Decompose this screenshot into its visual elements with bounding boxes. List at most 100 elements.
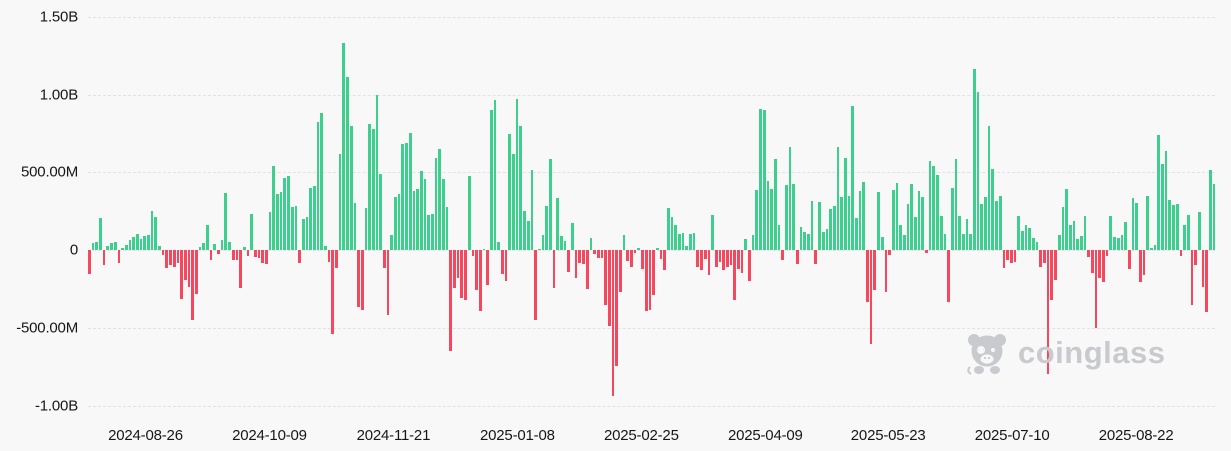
outflow-bar[interactable]	[644, 250, 648, 312]
outflow-bar[interactable]	[659, 250, 663, 259]
inflow-bar[interactable]	[276, 194, 279, 251]
outflow-bar[interactable]	[707, 250, 711, 276]
inflow-bar[interactable]	[309, 188, 312, 251]
inflow-bar[interactable]	[515, 99, 519, 251]
inflow-bar[interactable]	[685, 245, 689, 251]
outflow-bar[interactable]	[796, 250, 799, 265]
outflow-bar[interactable]	[217, 250, 220, 255]
inflow-bar[interactable]	[467, 175, 471, 251]
outflow-bar[interactable]	[1087, 250, 1090, 258]
inflow-bar[interactable]	[961, 233, 965, 251]
outflow-bar[interactable]	[1098, 250, 1102, 279]
inflow-bar[interactable]	[969, 233, 972, 251]
inflow-bar[interactable]	[825, 228, 829, 251]
inflow-bar[interactable]	[1209, 169, 1212, 251]
outflow-bar[interactable]	[737, 250, 740, 269]
inflow-bar[interactable]	[954, 158, 958, 251]
inflow-bar[interactable]	[1164, 151, 1168, 251]
outflow-bar[interactable]	[1094, 250, 1098, 328]
inflow-bar[interactable]	[773, 158, 777, 251]
inflow-bar[interactable]	[1212, 183, 1216, 251]
outflow-bar[interactable]	[161, 250, 165, 255]
inflow-bar[interactable]	[910, 183, 913, 251]
outflow-bar[interactable]	[611, 250, 615, 396]
inflow-bar[interactable]	[442, 179, 445, 251]
inflow-bar[interactable]	[150, 210, 154, 251]
outflow-bar[interactable]	[1054, 250, 1057, 281]
inflow-bar[interactable]	[563, 241, 567, 251]
inflow-bar[interactable]	[847, 195, 851, 251]
inflow-bar[interactable]	[759, 109, 762, 251]
outflow-bar[interactable]	[725, 250, 729, 268]
inflow-bar[interactable]	[1168, 200, 1172, 251]
inflow-bar[interactable]	[242, 247, 246, 251]
inflow-bar[interactable]	[364, 208, 368, 251]
outflow-bar[interactable]	[475, 250, 478, 291]
inflow-bar[interactable]	[692, 233, 696, 251]
inflow-bar[interactable]	[744, 238, 748, 251]
inflow-bar[interactable]	[316, 122, 320, 251]
inflow-bar[interactable]	[198, 247, 202, 251]
outflow-bar[interactable]	[700, 250, 703, 271]
inflow-bar[interactable]	[368, 124, 371, 251]
inflow-bar[interactable]	[556, 198, 559, 251]
inflow-bar[interactable]	[560, 236, 563, 251]
inflow-bar[interactable]	[803, 232, 807, 251]
inflow-bar[interactable]	[788, 146, 792, 251]
inflow-bar[interactable]	[818, 201, 821, 251]
inflow-bar[interactable]	[832, 205, 836, 251]
inflow-bar[interactable]	[1076, 238, 1079, 251]
outflow-bar[interactable]	[1002, 250, 1006, 269]
inflow-bar[interactable]	[1186, 215, 1190, 251]
inflow-bar[interactable]	[1124, 222, 1127, 251]
outflow-bar[interactable]	[453, 250, 456, 289]
outflow-bar[interactable]	[884, 250, 888, 293]
inflow-bar[interactable]	[829, 208, 832, 251]
inflow-bar[interactable]	[751, 234, 755, 251]
inflow-bar[interactable]	[689, 233, 692, 251]
outflow-bar[interactable]	[615, 250, 618, 367]
outflow-bar[interactable]	[501, 250, 504, 274]
inflow-bar[interactable]	[984, 197, 987, 251]
inflow-bar[interactable]	[390, 235, 394, 251]
outflow-bar[interactable]	[626, 250, 630, 262]
inflow-bar[interactable]	[419, 170, 423, 251]
inflow-bar[interactable]	[1024, 225, 1028, 251]
inflow-bar[interactable]	[537, 248, 541, 251]
outflow-bar[interactable]	[464, 250, 467, 300]
inflow-bar[interactable]	[799, 227, 803, 251]
outflow-bar[interactable]	[187, 250, 191, 287]
inflow-bar[interactable]	[206, 225, 209, 251]
outflow-bar[interactable]	[593, 250, 596, 255]
inflow-bar[interactable]	[987, 126, 991, 251]
outflow-bar[interactable]	[183, 250, 187, 280]
outflow-bar[interactable]	[604, 250, 607, 305]
inflow-bar[interactable]	[932, 165, 936, 251]
outflow-bar[interactable]	[1194, 250, 1197, 266]
inflow-bar[interactable]	[526, 221, 530, 251]
inflow-bar[interactable]	[290, 207, 294, 251]
outflow-bar[interactable]	[869, 250, 873, 345]
inflow-bar[interactable]	[545, 206, 548, 251]
outflow-bar[interactable]	[1050, 250, 1054, 300]
inflow-bar[interactable]	[770, 188, 773, 251]
outflow-bar[interactable]	[607, 250, 611, 327]
inflow-bar[interactable]	[1116, 237, 1120, 251]
outflow-bar[interactable]	[888, 250, 891, 255]
outflow-bar[interactable]	[866, 250, 869, 302]
inflow-bar[interactable]	[397, 193, 401, 251]
outflow-bar[interactable]	[1046, 250, 1050, 375]
inflow-bar[interactable]	[121, 247, 124, 251]
inflow-bar[interactable]	[991, 169, 995, 251]
outflow-bar[interactable]	[582, 250, 585, 265]
inflow-bar[interactable]	[637, 247, 641, 251]
inflow-bar[interactable]	[342, 42, 346, 251]
inflow-bar[interactable]	[379, 174, 382, 251]
outflow-bar[interactable]	[781, 250, 784, 260]
inflow-bar[interactable]	[272, 166, 276, 251]
inflow-bar[interactable]	[548, 159, 552, 251]
outflow-bar[interactable]	[1205, 250, 1208, 313]
inflow-bar[interactable]	[139, 239, 143, 251]
outflow-bar[interactable]	[117, 250, 121, 263]
inflow-bar[interactable]	[784, 184, 788, 251]
